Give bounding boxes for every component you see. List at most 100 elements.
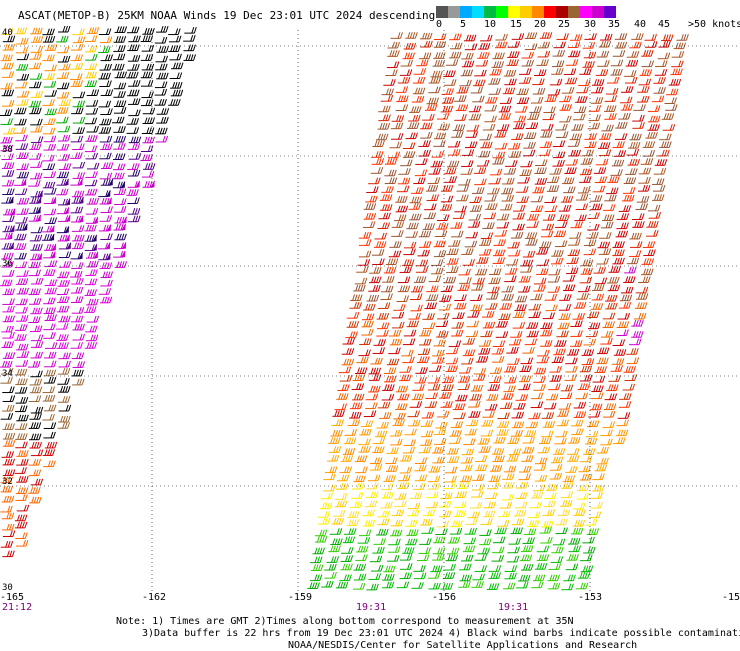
wind-barb-feather <box>503 537 505 543</box>
wind-barb-feather <box>660 185 662 191</box>
wind-barb-feather <box>626 430 628 436</box>
wind-barb-feather <box>566 482 568 488</box>
wind-barb-feather <box>421 573 423 579</box>
wind-barb-feather <box>598 123 600 129</box>
wind-barb-feather <box>441 251 443 257</box>
wind-barb-feather <box>657 178 659 184</box>
wind-barb-feather <box>377 241 379 247</box>
wind-barb-feather <box>510 88 512 94</box>
wind-barb-feather <box>614 188 616 194</box>
wind-barb-feather <box>365 554 367 560</box>
wind-barb-feather <box>391 79 393 85</box>
wind-barb-feather <box>543 330 545 336</box>
wind-barb-feather <box>418 115 420 121</box>
wind-barb-feather <box>410 455 412 461</box>
wind-barb-feather <box>644 168 646 174</box>
wind-barb-feather <box>569 455 571 461</box>
wind-barb-feather <box>641 293 643 299</box>
wind-barb-feather <box>377 464 379 470</box>
wind-barb-feather <box>495 105 497 111</box>
wind-barb-feather <box>480 438 482 444</box>
wind-barb-feather <box>489 420 491 426</box>
wind-barb-feather <box>511 583 513 589</box>
wind-barb-feather <box>490 97 492 103</box>
wind-barb-feather <box>526 455 528 461</box>
wind-barb-feather <box>579 150 581 156</box>
wind-barb-feather <box>416 133 418 139</box>
wind-barb-feather <box>681 43 683 49</box>
wind-barb-feather <box>499 269 501 275</box>
wind-barb-feather <box>357 501 359 507</box>
wind-barb-feather <box>329 581 331 587</box>
wind-barb-feather <box>417 394 419 400</box>
wind-barb-feather <box>578 520 580 526</box>
wind-barb-feather <box>642 213 644 219</box>
wind-barb-feather <box>418 178 420 184</box>
wind-barb-feather <box>564 131 566 137</box>
wind-barb-feather <box>452 430 454 436</box>
wind-barb-feather <box>434 492 436 498</box>
wind-barb-feather <box>531 422 533 428</box>
wind-barb-feather <box>343 582 345 588</box>
wind-barb-feather <box>362 383 364 389</box>
wind-barb-feather <box>576 437 578 443</box>
wind-barb-feather <box>399 312 401 318</box>
wind-barb-feather <box>392 42 394 48</box>
wind-barb-feather <box>563 241 565 247</box>
wind-barb-feather <box>401 96 403 102</box>
wind-barb-feather <box>517 358 519 364</box>
wind-barb-feather <box>480 205 482 211</box>
wind-barb-feather <box>604 348 606 354</box>
wind-barb-feather <box>541 376 543 382</box>
wind-barb-feather <box>486 420 488 426</box>
wind-barb-feather <box>379 374 381 380</box>
wind-barb-feather <box>519 33 521 39</box>
wind-barb-feather <box>442 33 444 39</box>
wind-barb-feather <box>521 376 523 382</box>
wind-barb-feather <box>509 106 511 112</box>
wind-barb-feather <box>428 223 430 229</box>
wind-barb-feather <box>435 161 437 167</box>
wind-barb-feather <box>530 251 532 257</box>
wind-barb-feather <box>615 365 617 371</box>
wind-barb-feather <box>493 303 495 309</box>
wind-barb-feather <box>644 50 646 56</box>
wind-barb-feather <box>510 437 512 443</box>
wind-barb-feather <box>611 188 613 194</box>
wind-barb-feather <box>571 150 573 156</box>
wind-barb-feather <box>427 339 429 345</box>
wind-barb-feather <box>487 539 489 545</box>
wind-barb-feather <box>441 52 443 58</box>
wind-barb-feather <box>515 437 517 443</box>
wind-barb-feather <box>506 314 508 320</box>
wind-barb-feather <box>407 455 409 461</box>
wind-barb-feather <box>665 60 667 66</box>
wind-barb-feather <box>525 177 527 183</box>
wind-barb-feather <box>422 457 424 463</box>
wind-barb-feather <box>369 338 371 344</box>
wind-barb-feather <box>567 78 569 84</box>
wind-barb-feather <box>509 113 511 119</box>
wind-barb-feather <box>489 529 491 535</box>
wind-barb-feather <box>584 106 586 112</box>
wind-barb-feather <box>599 105 601 111</box>
wind-barb-feather <box>387 519 389 525</box>
wind-barb-feather <box>485 52 487 58</box>
wind-barb-feather <box>610 439 612 445</box>
wind-barb-feather <box>456 59 458 65</box>
wind-barb-feather <box>565 178 567 184</box>
wind-barb-feather <box>469 149 471 155</box>
wind-barb-feather <box>588 384 590 390</box>
wind-barb-feather <box>636 33 638 39</box>
wind-barb-feather <box>571 68 573 74</box>
wind-barb-feather <box>614 77 616 83</box>
wind-barb-feather <box>413 440 415 446</box>
wind-barb-feather <box>364 574 366 580</box>
wind-barb-feather <box>380 464 382 470</box>
wind-barb-feather <box>476 106 478 112</box>
wind-barb-feather <box>411 330 413 336</box>
wind-barb-feather <box>498 152 500 158</box>
wind-barb-feather <box>370 221 372 227</box>
wind-barb-feather <box>401 520 403 526</box>
wind-barb-feather <box>418 313 420 319</box>
